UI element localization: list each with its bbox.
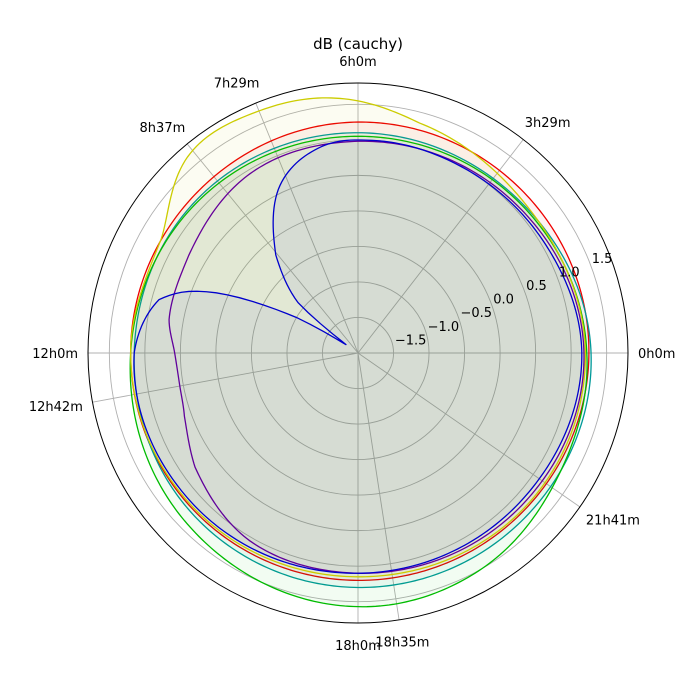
theta-tick-label: 7h29m [214,77,260,92]
theta-gridline [357,139,524,354]
theta-tick-label: 3h29m [525,116,571,131]
theta-gridline [186,143,359,354]
series-line-6 [133,139,583,574]
theta-tick-label: 0h0m [638,347,675,362]
r-tick-label: −1.5 [395,333,427,348]
r-tick-label: 0.0 [493,293,514,308]
theta-tick-label: 12h42m [29,400,83,415]
series-line-5 [168,140,585,574]
r-tick-label: 0.5 [526,279,547,294]
chart-title: dB (cauchy) [313,35,403,53]
theta-tick-label: 8h37m [140,121,186,136]
polar-frame [87,82,629,624]
r-tick-label: −0.5 [460,306,492,321]
series-line-4 [129,97,587,578]
theta-tick-label: 12h0m [32,347,78,362]
polar-grid [88,83,628,623]
r-tick-label: −1.0 [428,320,460,335]
series-group [129,97,592,608]
theta-tick-label: 21h41m [586,513,640,528]
theta-gridline [255,102,359,354]
r-tick-label: 1.0 [559,265,580,280]
r-tick-label: 1.5 [592,252,613,267]
theta-tick-label: 6h0m [339,55,376,70]
theta-tick-label: 18h35m [375,636,429,651]
theta-gridline [357,352,581,508]
theta-tick-label: 18h0m [335,639,381,654]
theta-gridline [357,352,400,620]
tick-labels: −1.5−1.0−0.50.0 0.5 1.0 1.5 0h0m 3h29m 6h0m 7h2… [29,55,676,654]
